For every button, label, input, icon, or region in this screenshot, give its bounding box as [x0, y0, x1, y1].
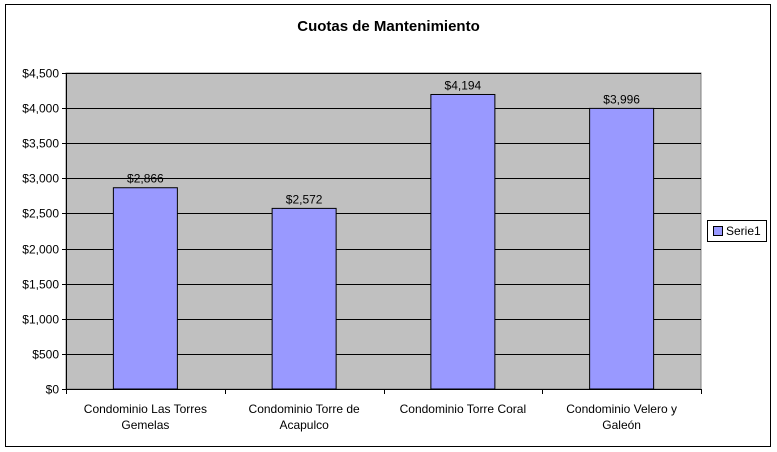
data-label: $2,866 [127, 172, 164, 186]
x-tick-label: Galeón [602, 418, 641, 432]
bar [589, 107, 655, 390]
data-label: $3,996 [603, 92, 640, 106]
data-label: $4,194 [445, 78, 482, 92]
legend-label: Serie1 [726, 224, 761, 238]
y-tick-label: $4,000 [22, 102, 59, 116]
legend-swatch [713, 226, 723, 236]
x-tick-label: Condominio Torre Coral [400, 402, 527, 416]
y-tick-label: $2,000 [22, 243, 59, 257]
y-tick-label: $1,500 [22, 278, 59, 292]
x-tick-label: Acapulco [279, 418, 329, 432]
x-tick-label: Gemelas [121, 418, 169, 432]
x-tick-label: Condominio Torre de [249, 402, 361, 416]
data-label: $2,572 [286, 192, 323, 206]
x-tick-label: Condominio Las Torres [84, 402, 207, 416]
x-tick-label: Condominio Velero y [566, 402, 677, 416]
y-tick-label: $3,500 [22, 137, 59, 151]
legend: Serie1 [707, 220, 767, 242]
bar [112, 187, 178, 390]
chart-title: Cuotas de Mantenimiento [297, 18, 480, 35]
y-tick-label: $2,500 [22, 207, 59, 221]
y-tick-label: $1,000 [22, 313, 59, 327]
y-tick-label: $0 [46, 383, 60, 397]
bar [271, 207, 337, 390]
bar [430, 93, 496, 390]
y-tick-label: $500 [32, 348, 59, 362]
y-tick-label: $3,000 [22, 172, 59, 186]
y-tick-label: $4,500 [22, 67, 59, 81]
